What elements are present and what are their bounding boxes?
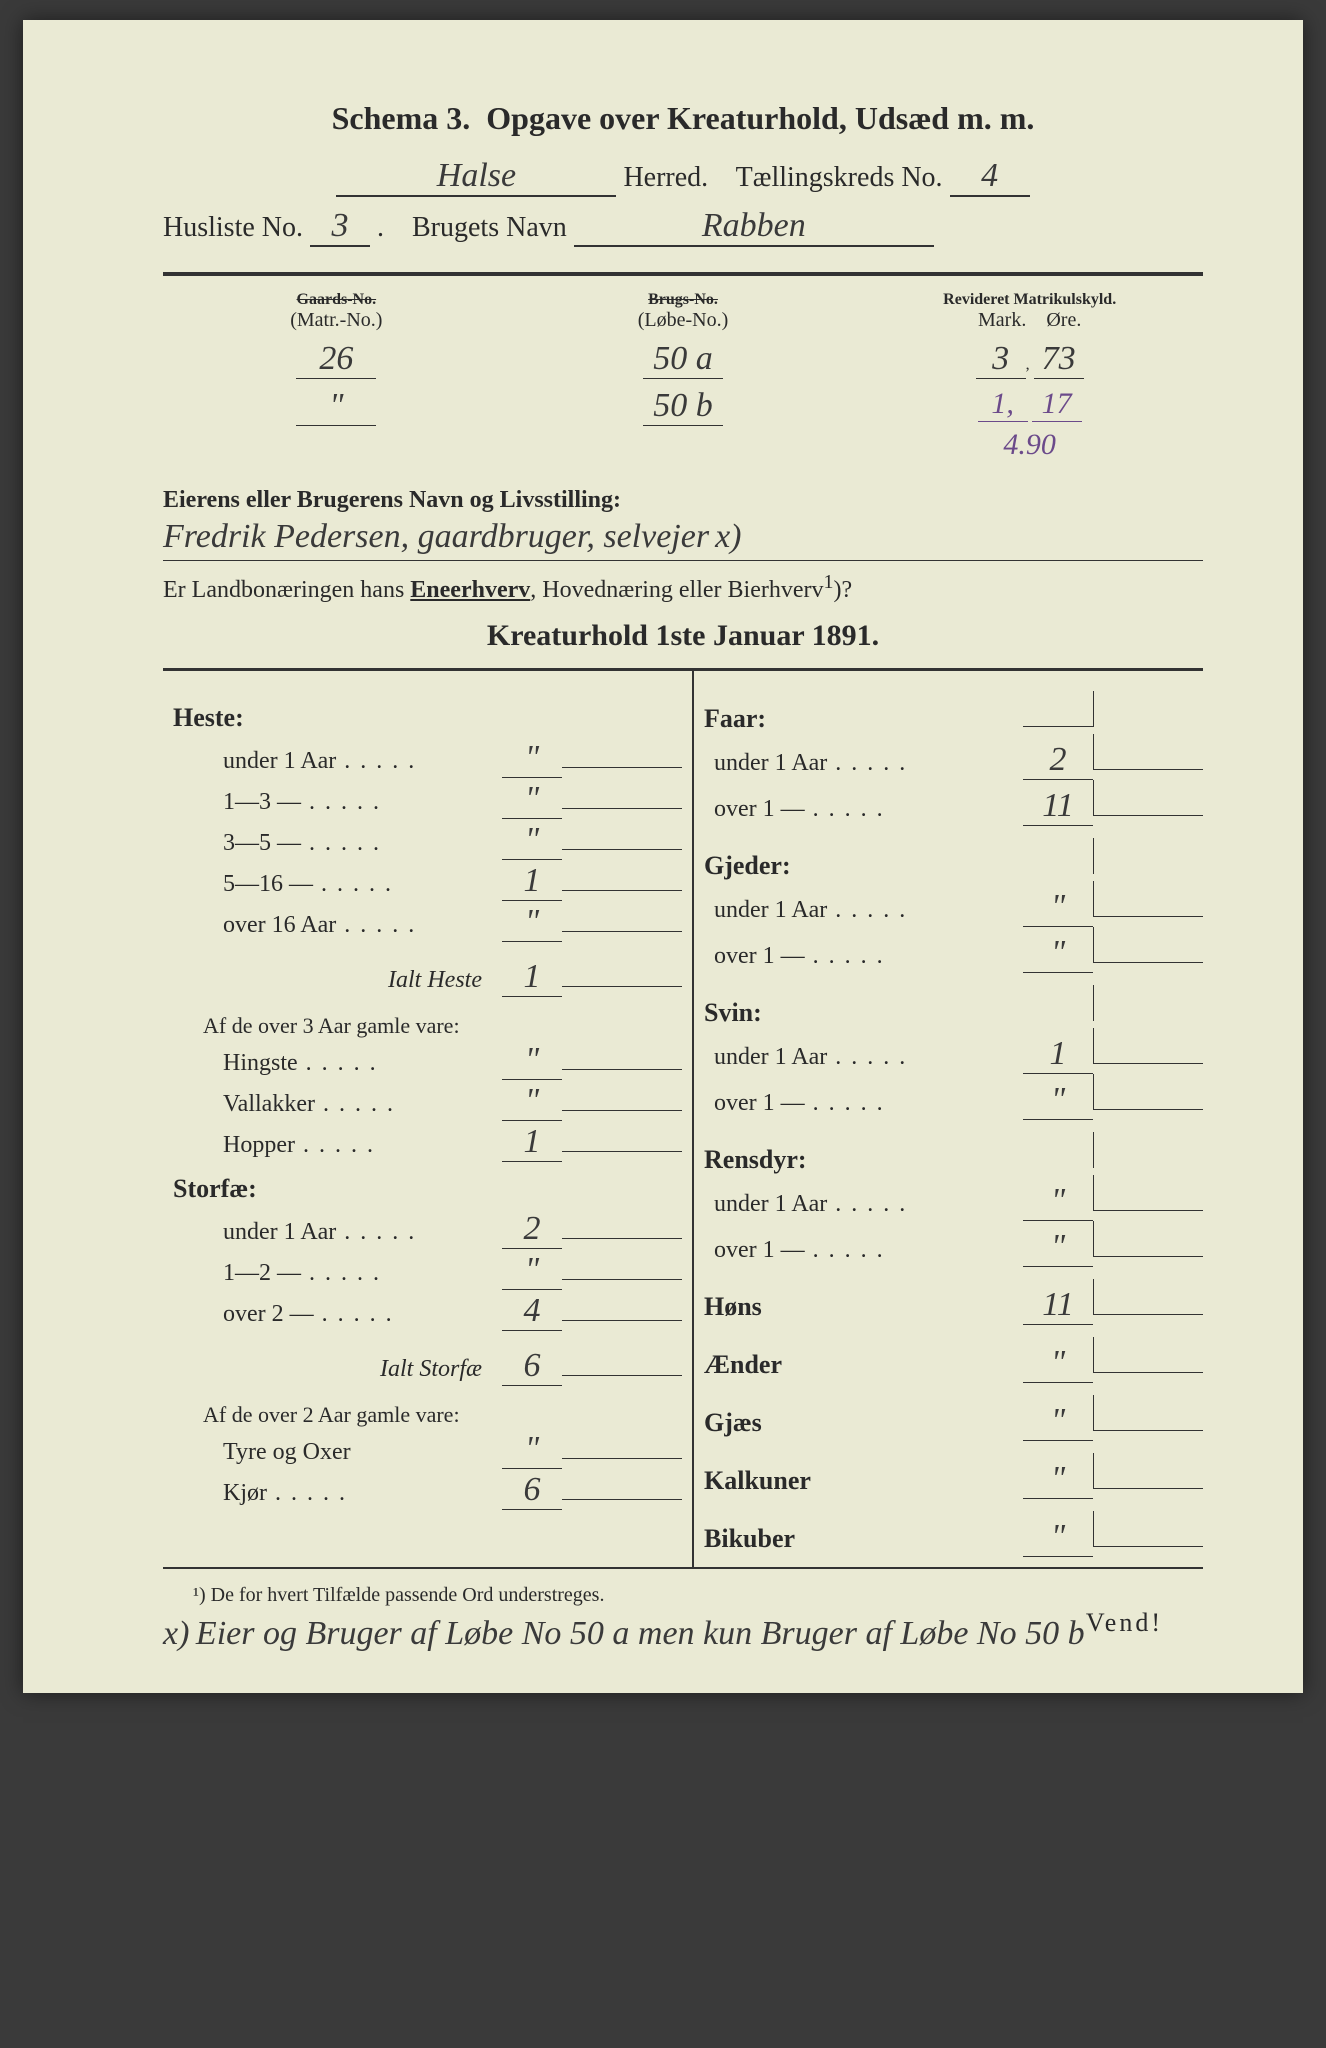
ore-0: 73 [1042,340,1076,377]
vend-label: Vend! [1086,1608,1163,1638]
line-herred: Halse Herred. Tællingskreds No. 4 [163,157,1203,197]
heste-516: 1 [524,862,541,899]
matr-0: 26 [319,340,353,377]
bikuber: " [1051,1518,1065,1555]
heste-u1: " [525,739,539,776]
storfae-o2: 4 [524,1292,541,1329]
svin-under: 1 [1050,1035,1067,1072]
hingste: " [525,1041,539,1078]
kalkuner: " [1051,1460,1065,1497]
svin-over: " [1051,1081,1065,1118]
brugets-value: Rabben [702,207,806,244]
husliste-value: 3 [332,207,349,244]
gjeder-over: " [1051,934,1065,971]
storfae-total: 6 [524,1347,541,1384]
census-body: Heste: under 1 Aar" 1—3 —" 3—5 —" 5—16 —… [163,668,1203,1569]
vallakker: " [525,1082,539,1119]
matr-1: " [329,387,343,424]
matrikul-total: 4.90 [1003,428,1056,461]
heste-35: " [525,821,539,858]
gjaes: " [1051,1402,1065,1439]
herred-value: Halse [437,157,516,194]
ore-1: 17 [1042,387,1072,420]
owner-mark: x) [715,518,741,555]
gjeder-under: " [1051,888,1065,925]
heste-13: " [525,780,539,817]
marginal-note: x) Eier og Bruger af Løbe No 50 a men ku… [163,1615,1203,1653]
aender: " [1051,1344,1065,1381]
rensdyr-over: " [1051,1228,1065,1265]
footnote-1: ¹) De for hvert Tilfælde passende Ord un… [163,1584,1203,1607]
left-column: Heste: under 1 Aar" 1—3 —" 3—5 —" 5—16 —… [163,671,694,1567]
heste-total: 1 [524,958,541,995]
rensdyr-under: " [1051,1182,1065,1219]
matrikul-header: Gaards-No. (Matr.-No.) 26 " Brugs-No. (L… [163,291,1203,462]
form-title: Schema 3. Opgave over Kreaturhold, Udsæd… [163,100,1203,137]
mark-0: 3 [992,340,1009,377]
lobe-1: 50 b [653,387,713,424]
owner-section: Eierens eller Brugerens Navn og Livsstil… [163,487,1203,604]
kreds-value: 4 [981,157,998,194]
tyre: " [525,1430,539,1467]
storfae-u1: 2 [524,1210,541,1247]
owner-value: Fredrik Pedersen, gaardbruger, selvejer [163,518,709,555]
mark-1: 1, [991,387,1014,420]
faar-under: 2 [1050,741,1067,778]
right-column: Faar: under 1 Aar2 over 1 —11 Gjeder: un… [694,671,1203,1567]
heste-o16: " [525,903,539,940]
line-husliste: Husliste No. 3 . Brugets Navn Rabben [163,207,1203,247]
kjor: 6 [524,1471,541,1508]
census-title: Kreaturhold 1ste Januar 1891. [163,619,1203,653]
faar-over: 11 [1042,787,1073,824]
census-form-page: Schema 3. Opgave over Kreaturhold, Udsæd… [23,20,1303,1693]
lobe-0: 50 a [653,340,713,377]
storfae-12: " [525,1251,539,1288]
hons: 11 [1042,1286,1073,1323]
hopper: 1 [524,1123,541,1160]
